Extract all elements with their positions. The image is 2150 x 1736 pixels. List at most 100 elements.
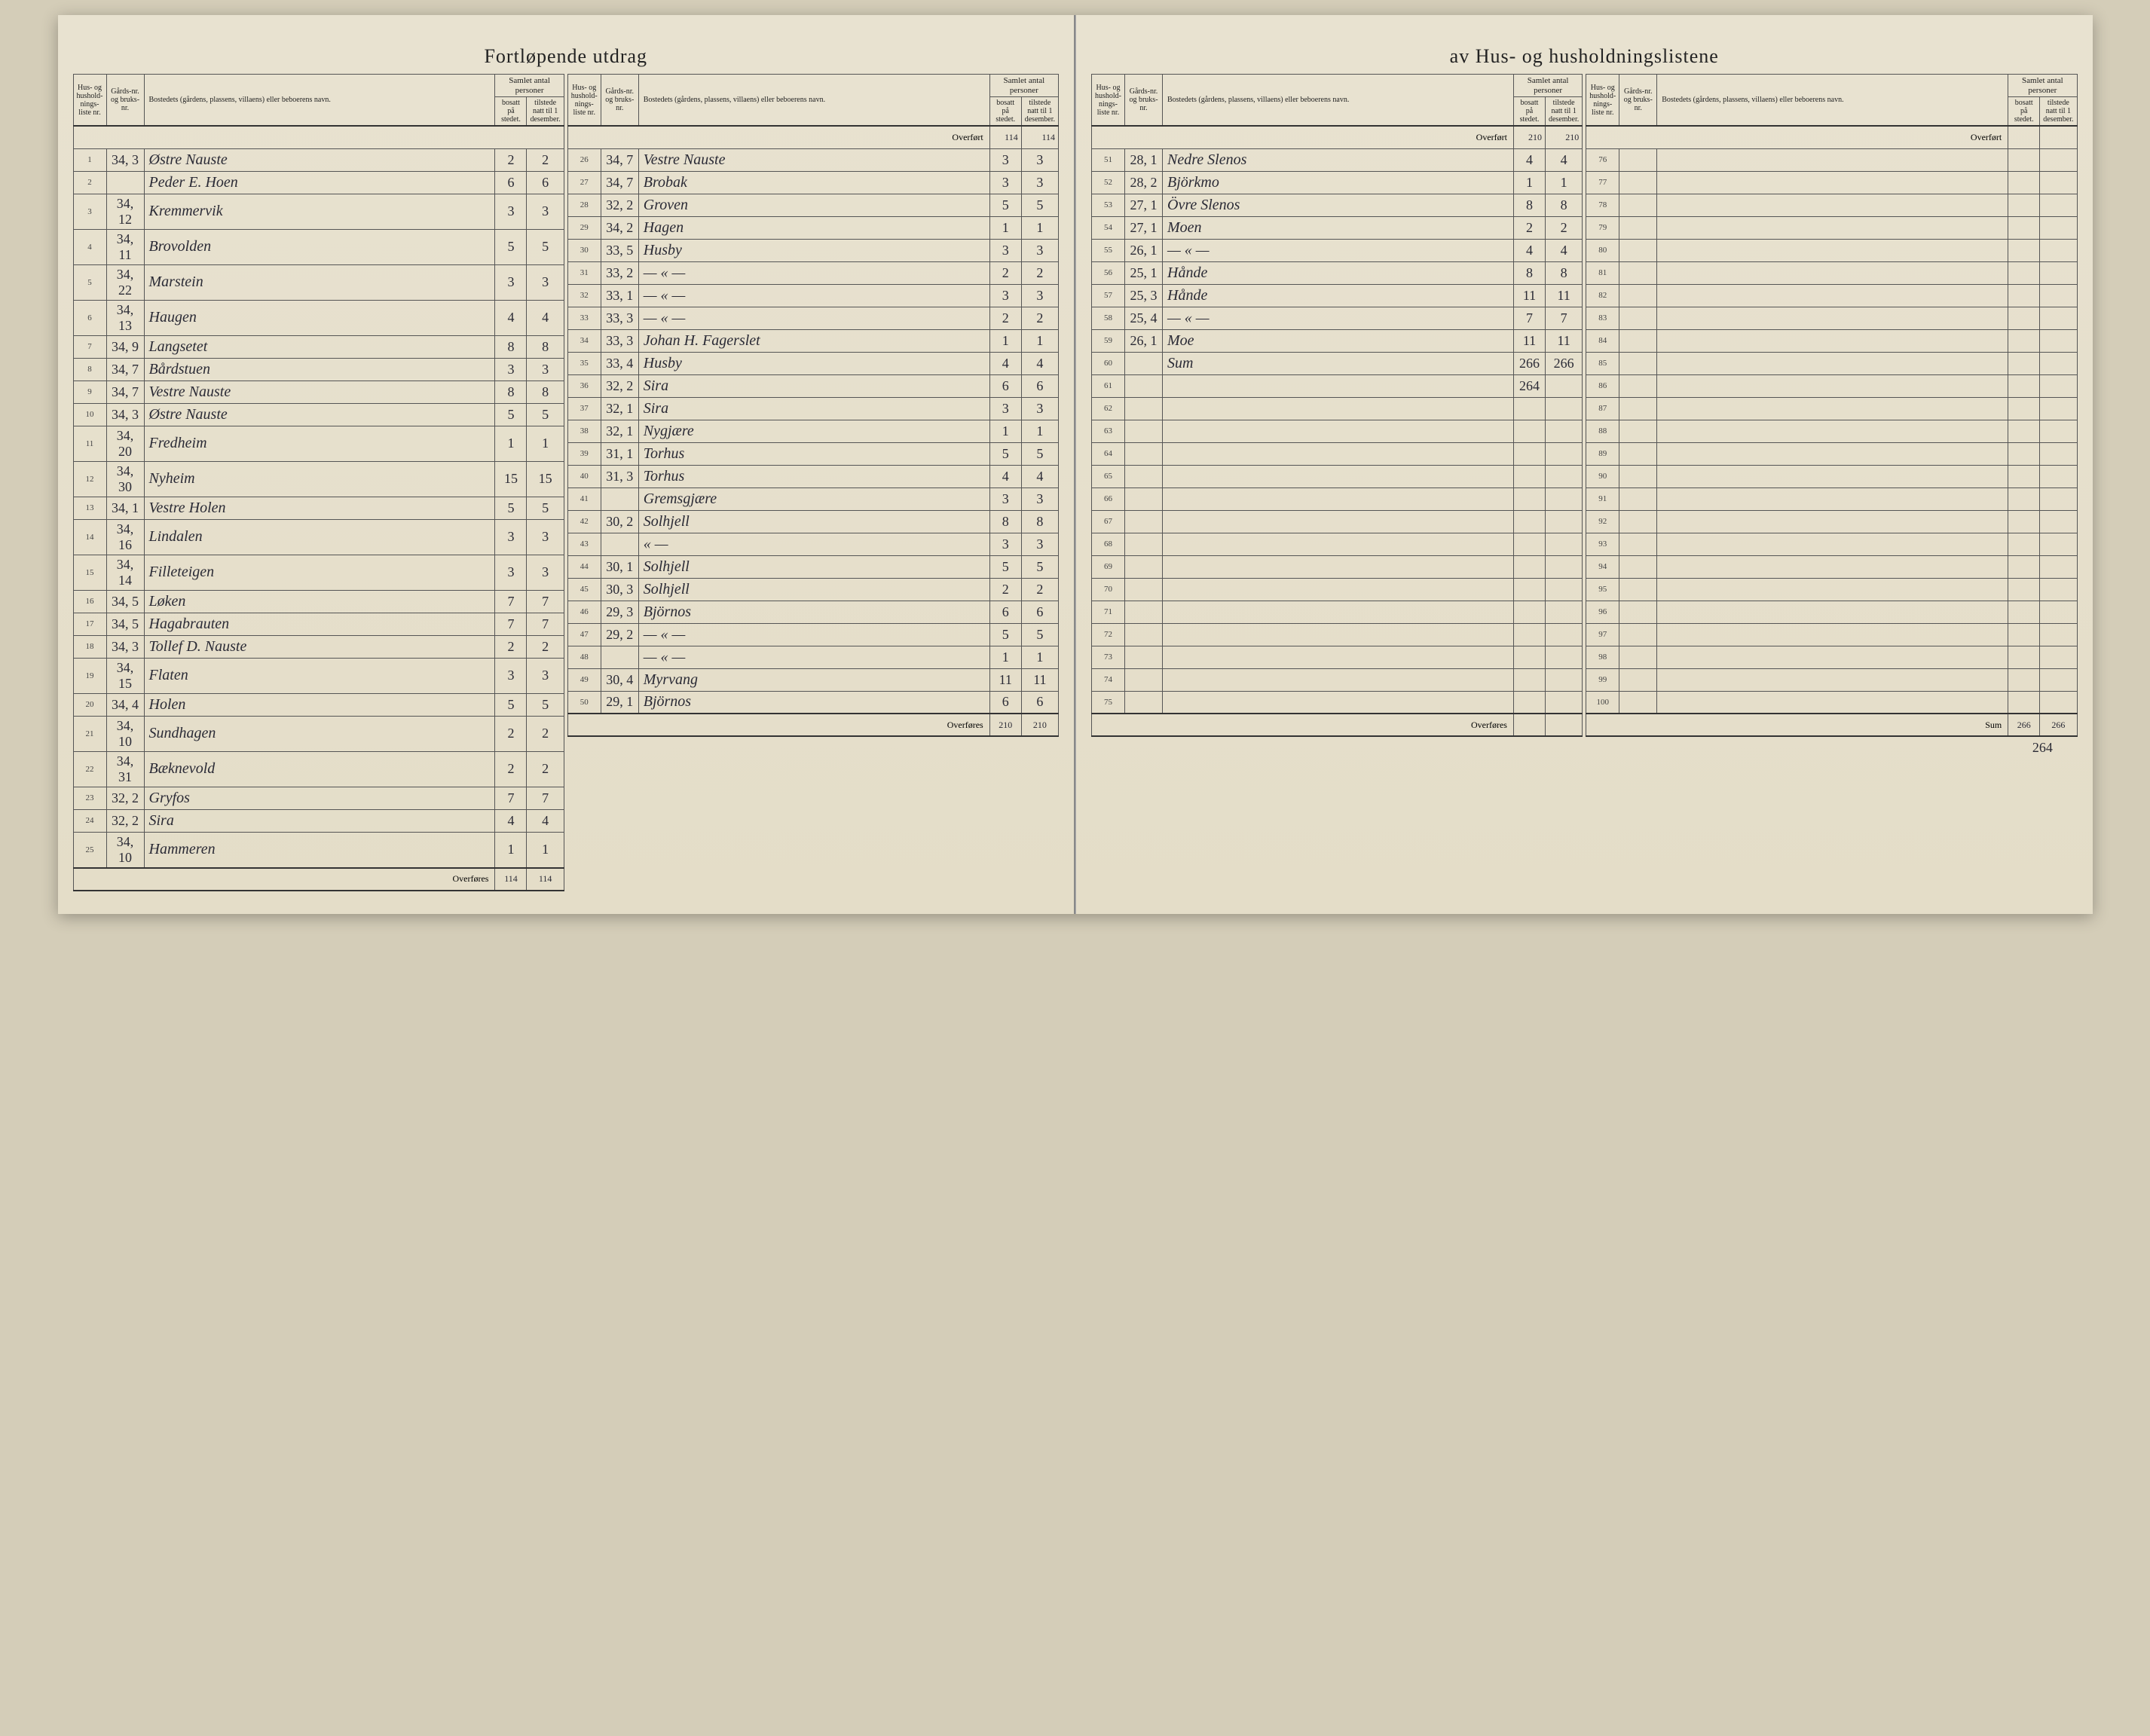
row-gard: 34, 22	[106, 264, 144, 300]
table-row: 56 25, 1 Hånde 8 8	[1092, 261, 1583, 284]
table-row: 8 34, 7 Bårdstuen 3 3	[73, 358, 564, 381]
table-row: 46 29, 3 Björnos 6 6	[567, 601, 1058, 623]
row-tilstede	[2040, 216, 2077, 239]
header-bosted: Bostedets (gårdens, plassens, villaens) …	[144, 75, 495, 127]
row-name: Nygjære	[638, 420, 989, 442]
row-name: Övre Slenos	[1163, 194, 1514, 216]
row-tilstede	[2040, 601, 2077, 623]
row-name: Bæknevold	[144, 751, 495, 787]
row-gard: 33, 4	[601, 352, 638, 374]
row-nr: 11	[73, 426, 106, 461]
table-row: 41 Gremsgjære 3 3	[567, 487, 1058, 510]
row-gard	[1619, 171, 1657, 194]
row-name	[1657, 194, 2008, 216]
table-row: 91	[1586, 487, 2077, 510]
header-samlet: Samlet antal personer	[495, 75, 564, 97]
overfort-row: Overført	[1586, 126, 2077, 148]
sum-row: Sum 266 266	[1586, 714, 2077, 736]
overfort-row	[73, 126, 564, 148]
row-name	[1163, 646, 1514, 668]
row-gard: 29, 3	[601, 601, 638, 623]
table-row: 72	[1092, 623, 1583, 646]
row-bosatt	[2008, 307, 2040, 329]
table-row: 1 34, 3 Østre Nauste 2 2	[73, 148, 564, 171]
row-name	[1657, 668, 2008, 691]
section-3: Hus- og hushold-nings-liste nr. Gårds-nr…	[1091, 74, 1583, 759]
row-bosatt	[2008, 397, 2040, 420]
table-row: 57 25, 3 Hånde 11 11	[1092, 284, 1583, 307]
header-gard: Gårds-nr. og bruks-nr.	[106, 75, 144, 127]
row-tilstede: 15	[527, 461, 564, 497]
row-nr: 39	[567, 442, 601, 465]
row-name	[1657, 465, 2008, 487]
sum-note-row: 264	[1586, 736, 2077, 759]
row-nr: 70	[1092, 578, 1125, 601]
left-columns: Hus- og hushold-nings-liste nr. Gårds-nr…	[73, 74, 1060, 891]
row-name	[1657, 533, 2008, 555]
table-section-2: Hus- og hushold-nings-liste nr. Gårds-nr…	[567, 74, 1059, 737]
row-name: Brovolden	[144, 229, 495, 264]
overfores-label: Overføres	[73, 868, 495, 891]
row-gard	[1125, 420, 1163, 442]
row-gard	[1125, 397, 1163, 420]
overfores-row: Overføres 210 210	[567, 714, 1058, 736]
row-tilstede: 2	[527, 751, 564, 787]
row-tilstede	[2040, 442, 2077, 465]
overfores-tilstede: 210	[1021, 714, 1058, 736]
row-nr: 92	[1586, 510, 1619, 533]
row-nr: 87	[1586, 397, 1619, 420]
row-bosatt: 3	[495, 264, 527, 300]
row-bosatt: 3	[989, 397, 1021, 420]
row-gard	[106, 171, 144, 194]
row-gard: 25, 3	[1125, 284, 1163, 307]
overfores-tilstede	[1545, 714, 1582, 736]
table-row: 38 32, 1 Nygjære 1 1	[567, 420, 1058, 442]
row-bosatt: 2	[495, 751, 527, 787]
row-gard: 34, 10	[106, 832, 144, 868]
row-gard: 34, 12	[106, 194, 144, 229]
row-nr: 98	[1586, 646, 1619, 668]
row-name: Flaten	[144, 658, 495, 693]
row-nr: 32	[567, 284, 601, 307]
table-row: 63	[1092, 420, 1583, 442]
row-nr: 74	[1092, 668, 1125, 691]
row-nr: 38	[567, 420, 601, 442]
row-bosatt: 3	[989, 239, 1021, 261]
row-nr: 49	[567, 668, 601, 691]
row-bosatt	[1513, 510, 1545, 533]
row-bosatt	[2008, 171, 2040, 194]
header-bosted: Bostedets (gårdens, plassens, villaens) …	[1657, 75, 2008, 127]
row-bosatt	[2008, 555, 2040, 578]
row-gard	[1125, 374, 1163, 397]
header-bosatt: bosatt på stedet.	[2008, 97, 2040, 127]
row-name: Bårdstuen	[144, 358, 495, 381]
row-name: Hammeren	[144, 832, 495, 868]
row-gard: 34, 31	[106, 751, 144, 787]
row-gard: 34, 7	[106, 358, 144, 381]
row-name: Haugen	[144, 300, 495, 335]
table-row: 74	[1092, 668, 1583, 691]
row-name: Solhjell	[638, 578, 989, 601]
row-bosatt: 3	[989, 533, 1021, 555]
row-gard	[1619, 352, 1657, 374]
row-name: Østre Nauste	[144, 148, 495, 171]
row-tilstede: 7	[527, 787, 564, 809]
row-name: Johan H. Fagerslet	[638, 329, 989, 352]
row-bosatt: 7	[495, 787, 527, 809]
row-bosatt	[2008, 374, 2040, 397]
row-bosatt	[2008, 691, 2040, 714]
row-gard: 32, 1	[601, 420, 638, 442]
row-nr: 13	[73, 497, 106, 519]
row-bosatt	[2008, 148, 2040, 171]
row-nr: 10	[73, 403, 106, 426]
row-bosatt: 4	[1513, 239, 1545, 261]
table-row: 35 33, 4 Husby 4 4	[567, 352, 1058, 374]
table-row: 9 34, 7 Vestre Nauste 8 8	[73, 381, 564, 403]
row-name	[1657, 148, 2008, 171]
overfores-label: Overføres	[567, 714, 989, 736]
row-nr: 43	[567, 533, 601, 555]
row-name: — « —	[638, 307, 989, 329]
row-bosatt: 4	[989, 352, 1021, 374]
row-bosatt	[2008, 623, 2040, 646]
overfores-row: Overføres 114 114	[73, 868, 564, 891]
